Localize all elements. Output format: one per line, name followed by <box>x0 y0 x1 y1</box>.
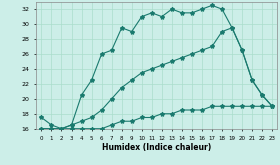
X-axis label: Humidex (Indice chaleur): Humidex (Indice chaleur) <box>102 143 211 152</box>
